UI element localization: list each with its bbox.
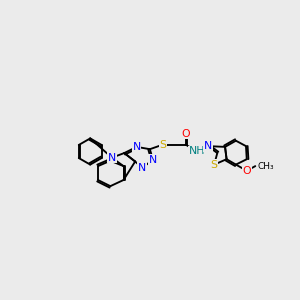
Text: N: N bbox=[204, 141, 212, 151]
Text: N: N bbox=[133, 142, 141, 152]
Text: N: N bbox=[108, 153, 116, 163]
Text: O: O bbox=[181, 129, 190, 139]
Text: S: S bbox=[160, 140, 167, 150]
Text: NH: NH bbox=[189, 146, 206, 157]
Text: N: N bbox=[149, 155, 157, 165]
Text: CH₃: CH₃ bbox=[258, 162, 274, 171]
Text: O: O bbox=[242, 166, 251, 176]
Text: S: S bbox=[211, 160, 218, 170]
Text: N: N bbox=[138, 163, 146, 173]
